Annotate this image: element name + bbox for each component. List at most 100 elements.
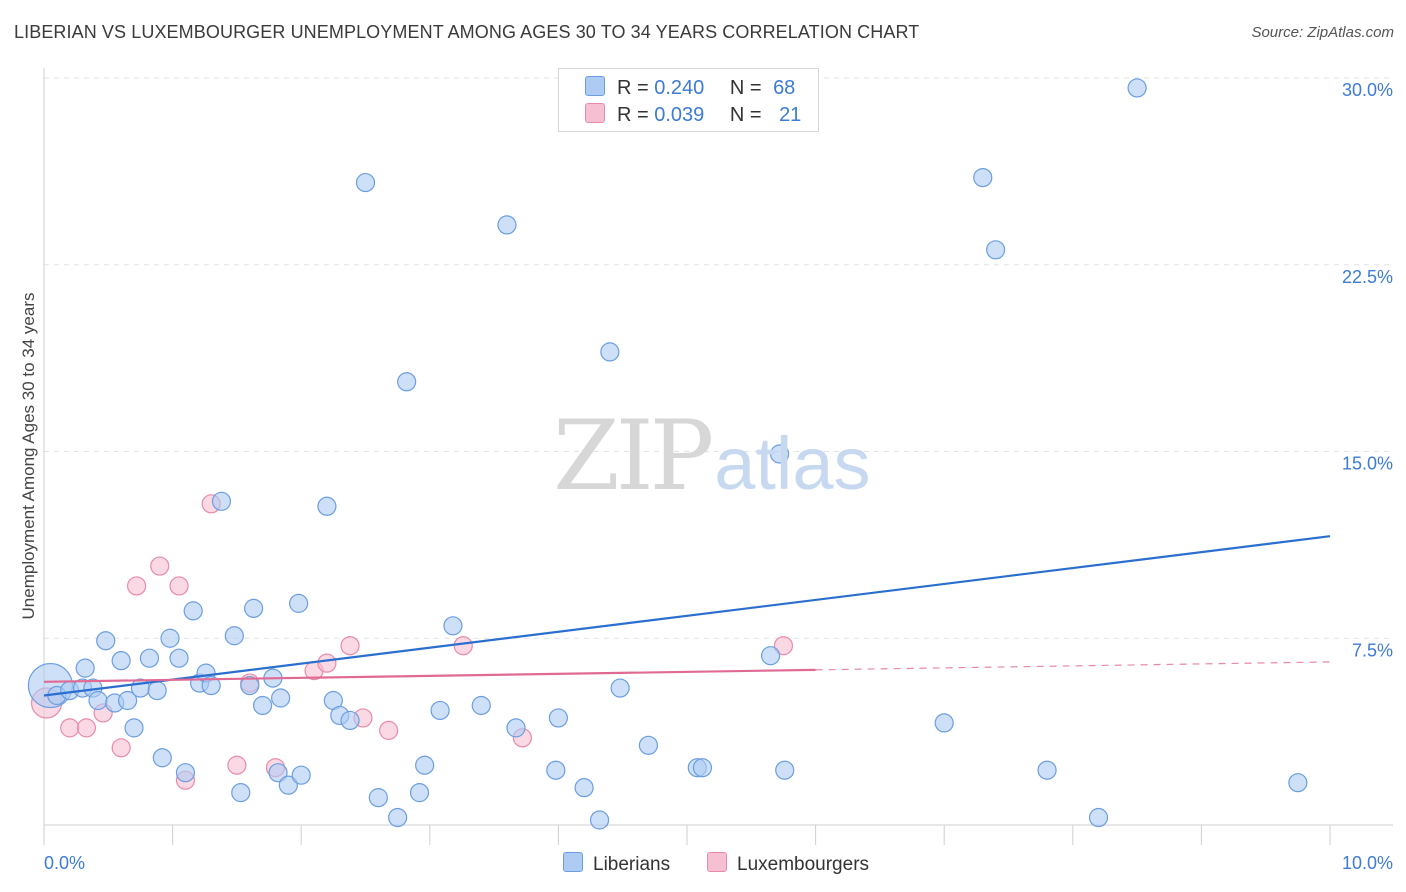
liberian-point xyxy=(183,601,203,621)
liberian-point xyxy=(471,695,491,716)
liberian-point xyxy=(986,240,1006,260)
liberians-legend-swatch xyxy=(563,852,583,872)
liberian-point xyxy=(769,444,790,464)
watermark: ZIPatlas xyxy=(553,400,871,512)
liberian-point xyxy=(160,628,180,648)
luxembourger-point xyxy=(111,738,131,758)
luxembourger-point xyxy=(126,576,147,596)
liberian-point xyxy=(548,708,569,728)
chart-title: LIBERIAN VS LUXEMBOURGER UNEMPLOYMENT AM… xyxy=(14,22,920,42)
legend-row-luxembourgers: R = 0.039 N = 21 xyxy=(585,103,801,127)
liberian-point xyxy=(1288,773,1308,793)
liberian-point xyxy=(506,718,526,738)
liberian-point xyxy=(268,763,288,783)
liberian-point xyxy=(610,678,630,698)
liberian-point xyxy=(973,168,993,188)
liberian-point xyxy=(1037,760,1057,780)
liberian-point xyxy=(497,215,517,235)
liberian-point xyxy=(139,648,160,668)
liberian-point xyxy=(600,342,620,362)
liberian-point xyxy=(175,763,196,783)
luxembourger-point xyxy=(317,653,337,673)
x-tick-label-min: 0.0% xyxy=(44,853,85,873)
x-tick-label-max: 10.0% xyxy=(1342,853,1393,873)
liberian-point xyxy=(340,710,360,731)
liberian-point xyxy=(224,626,244,646)
legend-row-liberians: R = 0.240 N = 68 xyxy=(585,76,795,100)
liberian-point xyxy=(117,690,138,711)
liberian-point xyxy=(147,680,167,701)
liberian-point xyxy=(231,783,251,803)
luxembourger-point xyxy=(227,755,247,775)
liberian-point xyxy=(278,775,298,795)
liberian-point xyxy=(244,598,264,618)
trend-lines xyxy=(43,535,1331,697)
liberian-point xyxy=(88,690,108,711)
luxembourgers-r-value: 0.039 xyxy=(654,104,705,126)
luxembourger-point xyxy=(76,718,97,738)
liberian-point xyxy=(574,778,594,798)
luxembourger-point xyxy=(340,636,360,656)
liberian-point xyxy=(409,783,430,803)
liberians-swatch xyxy=(585,76,605,96)
liberians-r-value: 0.240 xyxy=(654,77,705,99)
luxembourgers-n-value: 21 xyxy=(779,104,802,126)
legend-liberians[interactable]: Liberians xyxy=(563,852,670,876)
liberian-point xyxy=(760,646,781,666)
liberian-point xyxy=(692,758,713,778)
liberian-point xyxy=(201,675,221,696)
liberian-point xyxy=(368,788,388,808)
liberian-point xyxy=(169,648,189,668)
y-tick-label: 7.5% xyxy=(1352,640,1393,660)
liberian-point xyxy=(211,491,232,511)
legend-luxembourgers[interactable]: Luxembourgers xyxy=(707,852,869,876)
luxembourger-point xyxy=(773,636,794,656)
liberian-point xyxy=(291,765,311,785)
y-axis-label: Unemployment Among Ages 30 to 34 years xyxy=(19,292,38,620)
liberian-point xyxy=(1127,78,1147,98)
liberian-point xyxy=(415,755,435,775)
y-tick-label: 22.5% xyxy=(1342,267,1393,287)
luxembourger-point xyxy=(379,720,399,740)
liberian-point xyxy=(934,713,954,733)
liberian-point xyxy=(355,172,376,193)
liberian-point xyxy=(111,651,131,671)
liberian-point xyxy=(1088,807,1109,828)
liberian-point xyxy=(589,810,610,830)
correlation-legend: R = 0.240 N = 68 R = 0.039 N = 21 xyxy=(558,68,819,132)
liberians-trend-line xyxy=(43,535,1331,697)
luxembourger-point xyxy=(169,576,189,596)
liberians-points xyxy=(27,78,1308,830)
liberian-point xyxy=(546,760,566,780)
liberians-n-value: 68 xyxy=(773,77,796,99)
liberian-point xyxy=(443,616,463,636)
x-tick-labels: 0.0% 10.0% xyxy=(44,853,1393,873)
source-credit: Source: ZipAtlas.com xyxy=(1251,24,1394,41)
liberian-point xyxy=(75,658,95,678)
liberian-point xyxy=(775,760,795,780)
luxembourger-point xyxy=(150,556,170,576)
luxembourgers-trend-extension xyxy=(815,661,1331,671)
liberian-point xyxy=(253,695,273,716)
liberian-point xyxy=(388,807,408,828)
luxembourger-point xyxy=(453,636,473,656)
liberian-point xyxy=(240,675,260,696)
liberian-point xyxy=(430,700,450,721)
liberian-point xyxy=(638,735,659,755)
luxembourgers-trend-line xyxy=(43,668,816,683)
liberian-point xyxy=(96,631,116,651)
luxembourgers-points xyxy=(30,494,794,790)
liberian-point xyxy=(152,748,172,768)
luxembourgers-swatch xyxy=(585,103,605,123)
liberian-point xyxy=(317,496,337,516)
y-tick-label: 15.0% xyxy=(1342,454,1393,474)
y-tick-labels: 7.5% 15.0% 22.5% 30.0% xyxy=(1342,80,1393,660)
liberian-point xyxy=(124,718,144,738)
liberian-point xyxy=(397,372,417,392)
luxembourgers-legend-swatch xyxy=(707,852,727,872)
liberian-point xyxy=(271,688,291,708)
liberian-point xyxy=(289,593,309,613)
y-tick-label: 30.0% xyxy=(1342,80,1393,100)
luxembourger-point xyxy=(60,718,80,738)
